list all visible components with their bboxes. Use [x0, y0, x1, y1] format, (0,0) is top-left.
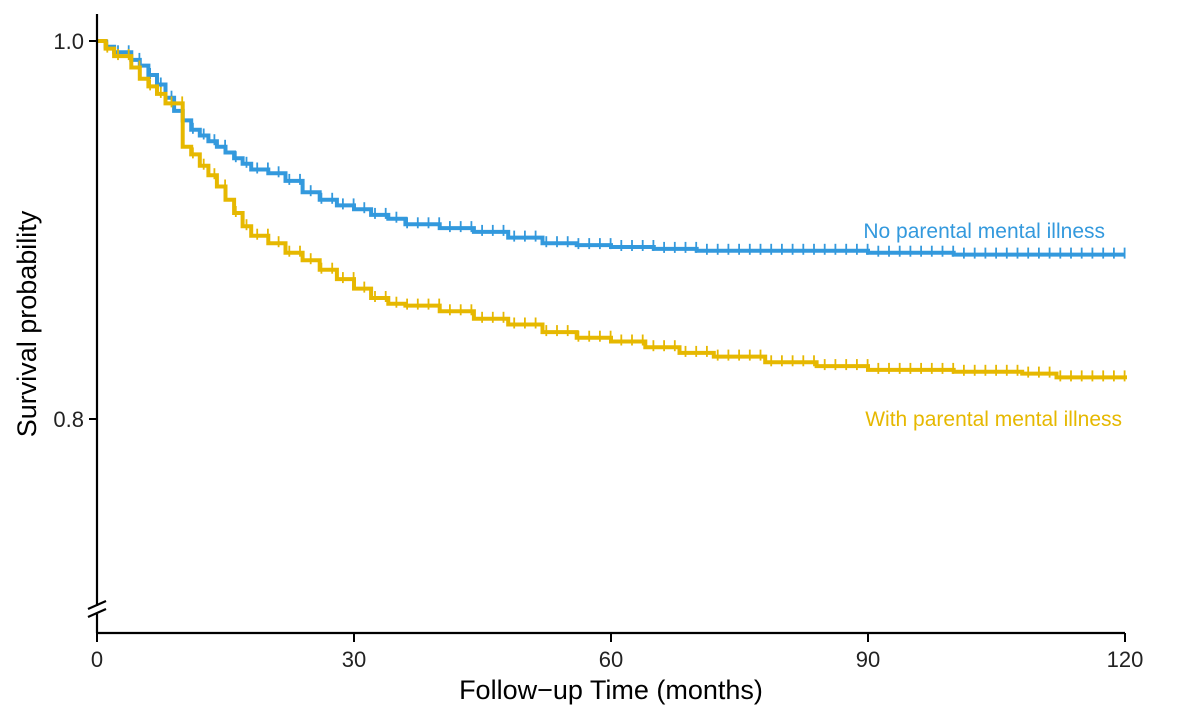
censor-marks-with-parental-mental-illness [106, 41, 1126, 382]
y-tick-label-0: 1.0 [53, 29, 84, 54]
y-axis-break-mark-2 [87, 607, 107, 619]
x-tick-label-4: 120 [1107, 647, 1144, 672]
ticks-layer: 0 30 60 90 120 1.0 0.8 [53, 29, 1143, 672]
x-tick-label-0: 0 [91, 647, 103, 672]
series-label-with-parental-mental-illness: With parental mental illness [865, 408, 1122, 431]
y-axis-break-mark-1 [87, 599, 107, 611]
x-axis-title: Follow−up Time (months) [459, 675, 763, 705]
censor-marks-no-parental-mental-illness [106, 39, 1126, 259]
series-layer [97, 39, 1127, 382]
series-line-with-parental-mental-illness [97, 39, 1127, 380]
y-axis-title: Survival probability [12, 210, 42, 437]
y-tick-label-1: 0.8 [53, 407, 84, 432]
series-label-no-parental-mental-illness: No parental mental illness [863, 220, 1105, 243]
x-tick-label-2: 60 [599, 647, 623, 672]
x-tick-label-3: 90 [856, 647, 880, 672]
x-tick-label-1: 30 [342, 647, 366, 672]
